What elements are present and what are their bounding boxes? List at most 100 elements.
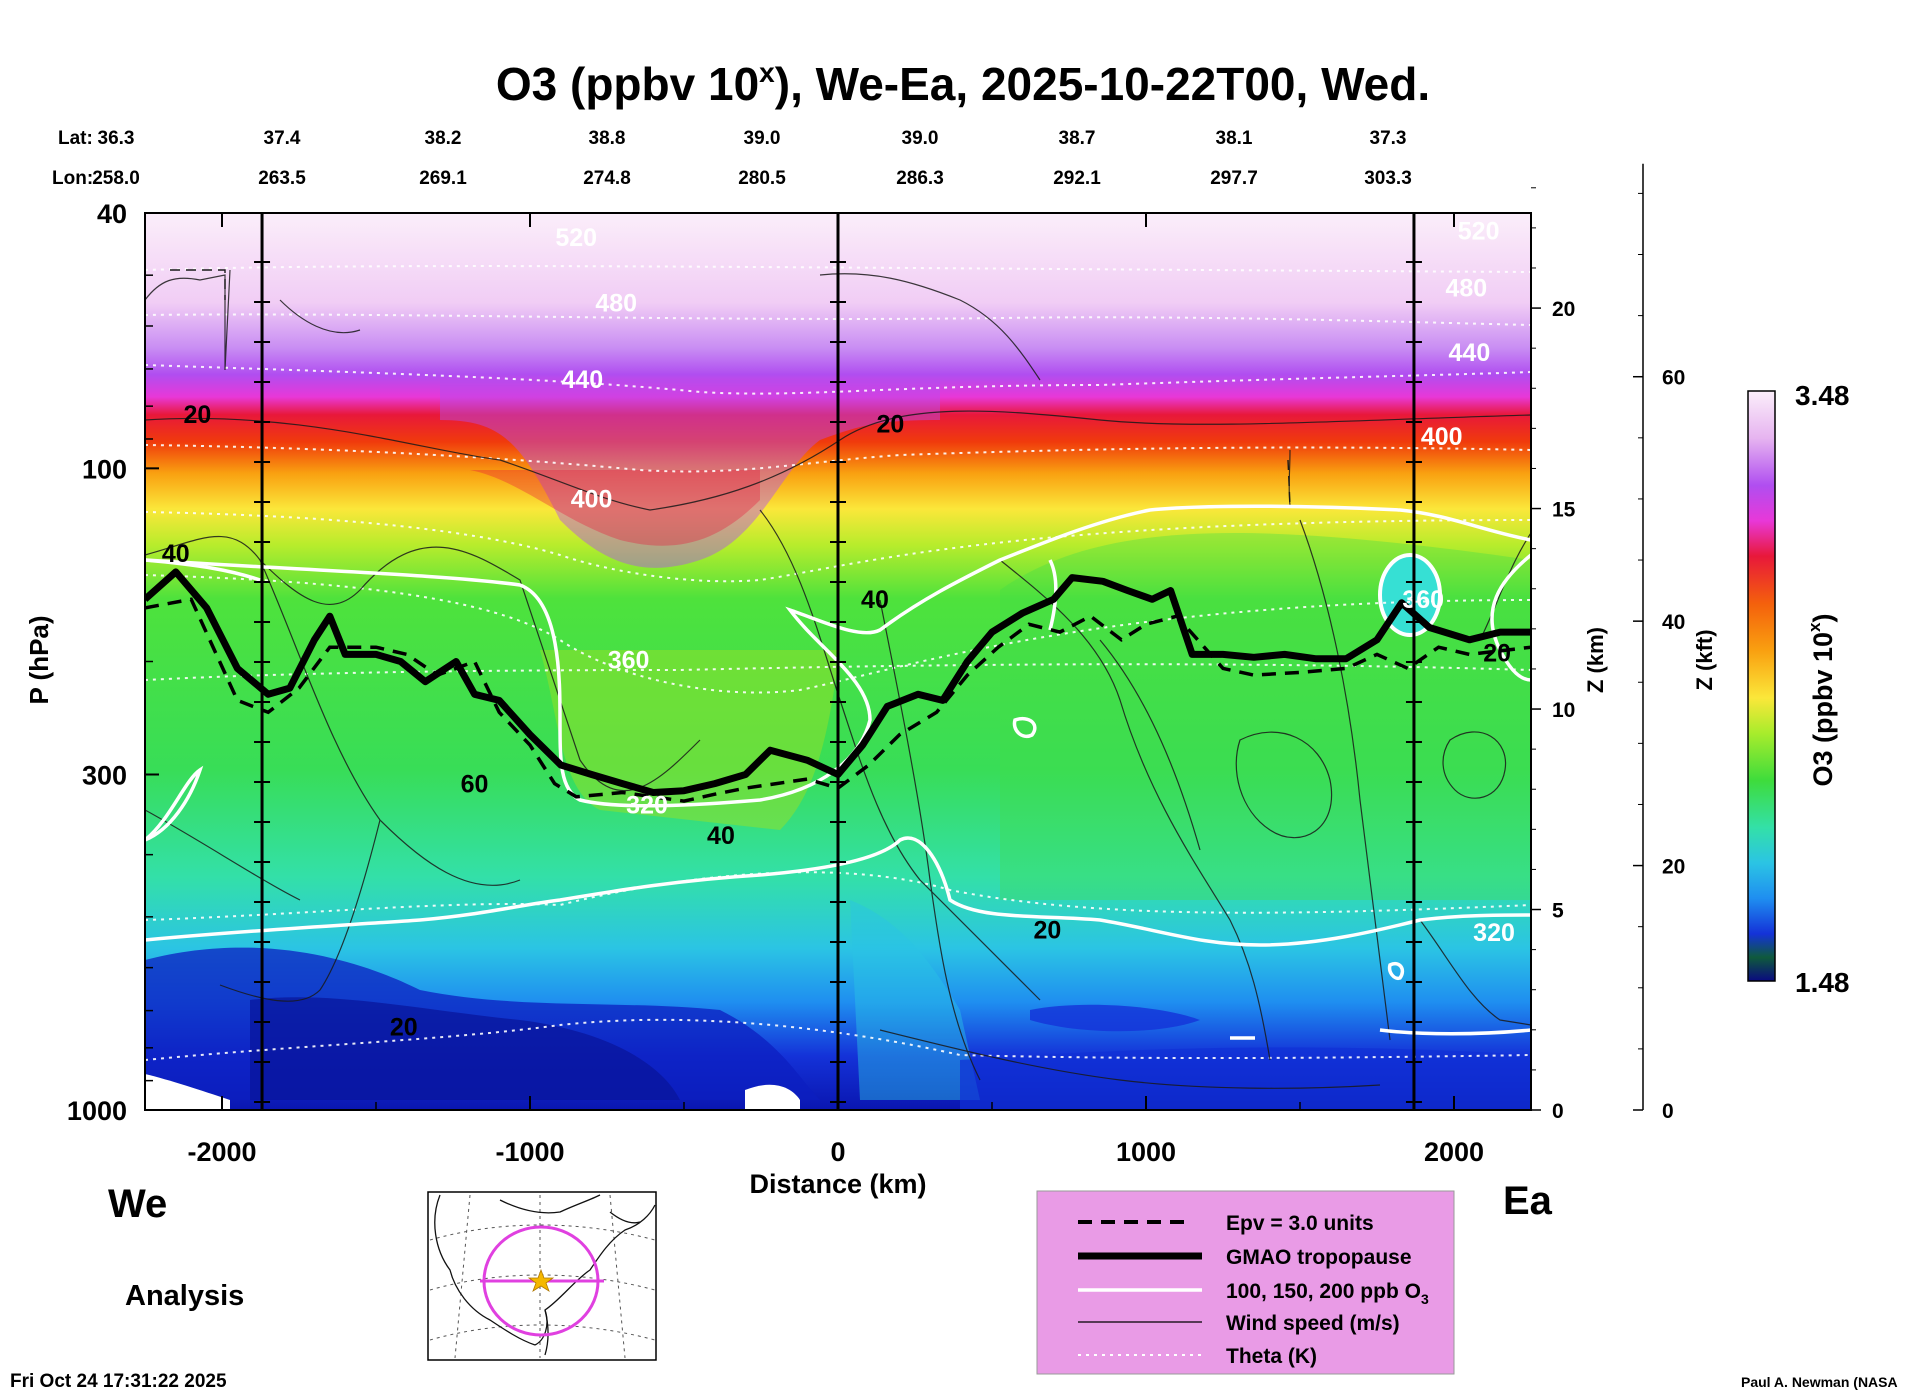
contour-label: 360 (1402, 586, 1444, 614)
contour-label: 360 (608, 646, 650, 674)
lat-value: 39.0 (744, 128, 781, 149)
contour-label: 480 (1445, 275, 1487, 303)
y-tick-label: 40 (97, 199, 127, 229)
z-km-label: Z (km) (1583, 627, 1608, 693)
lon-value: 292.1 (1053, 168, 1101, 189)
z-kft-tick-label: 60 (1662, 367, 1685, 390)
z-km-tick-label: 5 (1552, 900, 1564, 923)
legend: Epv = 3.0 units GMAO tropopause 100, 150… (1036, 1190, 1455, 1375)
lat-value: 37.4 (264, 128, 301, 149)
chart-title: O3 (ppbv 10x), We-Ea, 2025-10-22T00, Wed… (496, 57, 1430, 110)
ozone-contours (145, 504, 1531, 1040)
contour-label: 40 (707, 822, 735, 850)
contour-label: 20 (390, 1013, 418, 1041)
lon-value: 297.7 (1210, 168, 1258, 189)
y-axis-label: P (hPa) (24, 615, 54, 704)
z-km-tick-label: 20 (1552, 298, 1575, 321)
lat-value: 38.2 (425, 128, 462, 149)
map-coastlines (434, 1194, 656, 1356)
legend-epv-label: Epv = 3.0 units (1226, 1212, 1374, 1235)
contour-label: 520 (555, 224, 597, 252)
legend-theta-label: Theta (K) (1226, 1345, 1317, 1368)
lon-value: 258.0 (92, 168, 140, 189)
contour-label: 520 (1458, 218, 1500, 246)
z-kft-tick-label: 0 (1662, 1100, 1674, 1123)
lat-value: 38.1 (1216, 128, 1253, 149)
x-tick-label: 2000 (1424, 1137, 1484, 1167)
timestamp: Fri Oct 24 17:31:22 2025 (10, 1371, 227, 1392)
contour-label: 60 (461, 770, 489, 798)
trough-purple (440, 380, 940, 568)
lat-label: Lat: (58, 128, 93, 149)
locator-map (427, 1191, 657, 1361)
contour-label: 320 (1473, 919, 1515, 947)
lon-label: Lon: (52, 168, 93, 189)
contour-label: 20 (1483, 640, 1511, 668)
lon-value: 286.3 (896, 168, 944, 189)
below-ground-mask (145, 1074, 230, 1110)
contour-label: 400 (1421, 423, 1463, 451)
map-graticule (429, 1194, 656, 1359)
map-star-icon (527, 1268, 555, 1292)
lon-value: 280.5 (738, 168, 786, 189)
analysis-label: Analysis (125, 1280, 244, 1312)
lon-value: 263.5 (258, 168, 306, 189)
contour-label: 40 (861, 586, 889, 614)
contour-label: 320 (626, 791, 668, 819)
axes: -2000 -1000 0 1000 2000 40 100 300 1000 0 5 10 15 20 0… (67, 163, 1685, 1167)
x-tick-label: 0 (830, 1137, 845, 1167)
z-km-tick-label: 10 (1552, 699, 1575, 722)
z-kft-tick-label: 20 (1662, 856, 1685, 879)
x-tick-label: -2000 (187, 1137, 256, 1167)
contour-labels: 520 480 440 400 360 320 520 480 440 400 360 320 20 20… (162, 218, 1515, 1042)
legend-tropopause-label: GMAO tropopause (1226, 1246, 1412, 1269)
marker-lines (254, 213, 1422, 1110)
lat-value: 39.0 (902, 128, 939, 149)
z-kft-tick-label: 40 (1662, 611, 1685, 634)
legend-ozone-label: 100, 150, 200 ppb O3 (1226, 1280, 1429, 1307)
y-tick-label: 1000 (67, 1096, 127, 1126)
mid-cyan (850, 900, 980, 1100)
colorbar-label: O3 (ppbv 10x) (1805, 613, 1838, 786)
epv-upper-dashes (170, 269, 1291, 506)
colorbar-min: 1.48 (1795, 967, 1850, 998)
lon-value: 274.8 (583, 168, 631, 189)
contour-label: 20 (183, 401, 211, 429)
contour-label: 400 (571, 485, 613, 513)
lat-value: 38.8 (589, 128, 626, 149)
direction-east: Ea (1503, 1179, 1553, 1223)
lat-value: 38.7 (1059, 128, 1096, 149)
below-ground-mask-2 (745, 1084, 800, 1110)
y-tick-label: 100 (82, 454, 127, 484)
contour-label: 20 (876, 411, 904, 439)
x-tick-label: -1000 (495, 1137, 564, 1167)
z-kft-label: Z (kft) (1692, 629, 1717, 690)
lat-value: 37.3 (1370, 128, 1407, 149)
contour-label: 20 (1034, 916, 1062, 944)
colorbar-max: 3.48 (1795, 380, 1850, 411)
z-km-tick-label: 0 (1552, 1100, 1564, 1123)
theta-lines (145, 265, 1531, 1061)
east-green (1000, 532, 1531, 900)
z-km-tick-label: 15 (1552, 499, 1576, 522)
contour-label: 440 (1449, 339, 1491, 367)
lon-value: 303.3 (1364, 168, 1412, 189)
lon-value: 269.1 (419, 168, 467, 189)
contour-label: 440 (562, 366, 604, 394)
legend-wind-label: Wind speed (m/s) (1226, 1312, 1400, 1335)
contour-label: 40 (162, 540, 190, 568)
east-low-blob (1030, 1004, 1200, 1032)
colorbar (1747, 390, 1776, 982)
author-credit: Paul A. Newman (NASA (1741, 1374, 1898, 1390)
x-tick-label: 1000 (1116, 1137, 1176, 1167)
east-low-ozone (960, 1047, 1531, 1110)
x-axis-label: Distance (km) (749, 1169, 926, 1199)
contour-label: 480 (595, 290, 637, 318)
west-low-ozone-core (250, 997, 680, 1100)
lat-lon-row: 36.3 258.0 37.4 263.5 38.2 269.1 38.8 274.8 39.0… (92, 128, 1412, 189)
epv-line (145, 597, 1531, 803)
trough-red (470, 470, 760, 546)
direction-west: We (108, 1182, 167, 1226)
lat-value: 36.3 (98, 128, 135, 149)
